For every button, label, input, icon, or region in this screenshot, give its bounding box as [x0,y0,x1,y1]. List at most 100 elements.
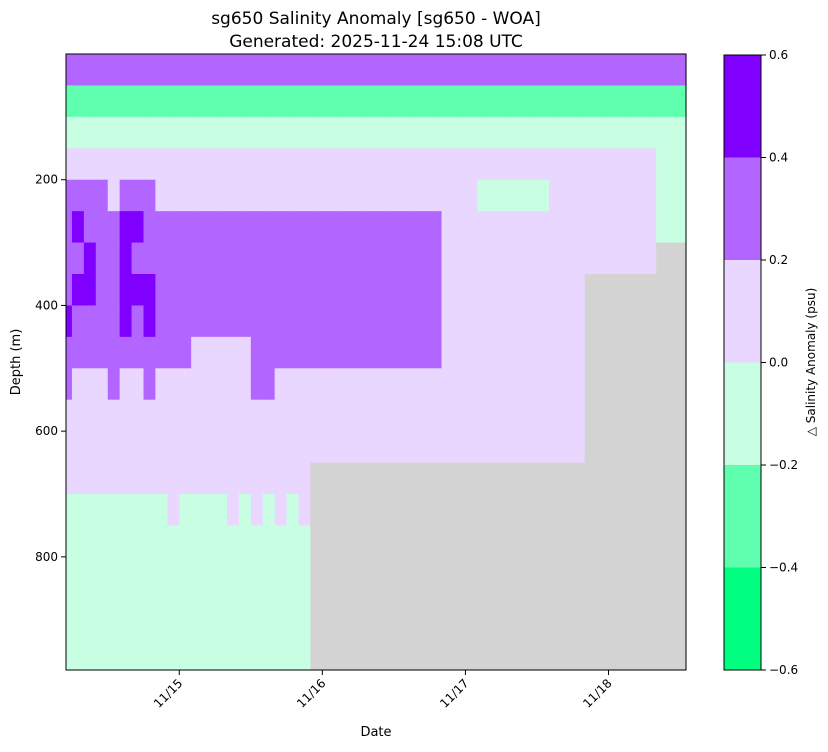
heatmap-cell [370,242,383,275]
heatmap-cell [71,336,85,369]
heatmap-cell [370,179,383,212]
heatmap-cell [83,148,97,181]
heatmap-cell [381,619,395,652]
heatmap-cell [429,336,443,369]
heatmap-cell [238,211,252,244]
heatmap-cell [596,148,610,181]
heatmap-cell [513,431,526,464]
heatmap-cell [489,494,502,527]
heatmap-cell [238,651,252,671]
heatmap-cell [620,179,633,212]
heatmap-cell [250,211,264,244]
heatmap-cell [417,85,431,118]
heatmap-cell [429,651,443,671]
heatmap-cell [501,651,514,671]
heatmap-cell [107,431,121,464]
heatmap-cell [191,179,204,212]
heatmap-cell [572,525,586,558]
heatmap-cell [644,462,657,495]
heatmap-cell [66,462,73,495]
heatmap-cell [226,368,240,401]
heatmap-cell [572,431,586,464]
heatmap-cell [226,148,240,181]
heatmap-cell [489,116,502,149]
heatmap-cell [191,148,204,181]
heatmap-cell [513,179,526,212]
heatmap-cell [477,336,490,369]
heatmap-cell [536,148,550,181]
heatmap-cell [584,399,598,432]
heatmap-cell [465,619,478,652]
heatmap-cell [548,588,562,621]
heatmap-cell [71,399,85,432]
heatmap-cell [560,211,574,244]
heatmap-cell [167,116,180,149]
heatmap-cell [310,211,323,244]
colorbar-swatch [724,362,761,465]
heatmap-cell [155,336,168,369]
heatmap-cell [298,85,312,118]
heatmap-cell [143,651,157,671]
heatmap-cell [274,54,288,87]
heatmap-cell [513,619,526,652]
heatmap-cell [226,494,240,527]
heatmap-cell [107,116,121,149]
heatmap-cell [584,85,598,118]
heatmap-cell [405,336,419,369]
heatmap-cell [465,588,478,621]
heatmap-cell [238,368,252,401]
heatmap-cell [656,242,669,275]
heatmap-cell [298,148,312,181]
heatmap-cell [310,336,323,369]
colorbar-tick-label: −0.4 [769,561,798,575]
heatmap-cell [501,494,514,527]
heatmap-cell [66,274,73,307]
heatmap-cell [393,525,407,558]
heatmap-cell [155,525,168,558]
heatmap-cell [143,525,157,558]
heatmap-cell [393,274,407,307]
heatmap-cell [334,274,347,307]
heatmap-cell [119,54,133,87]
heatmap-cell [107,462,121,495]
heatmap-cell [274,242,288,275]
heatmap-cell [620,619,633,652]
heatmap-cell [215,525,228,558]
heatmap-cell [548,399,562,432]
heatmap-cell [513,116,526,149]
heatmap-cell [644,651,657,671]
heatmap-cell [334,368,347,401]
heatmap-cell [322,525,335,558]
heatmap-cell [668,462,687,495]
heatmap-cell [119,431,133,464]
heatmap-cell [203,494,216,527]
heatmap-cell [656,274,669,307]
heatmap-cell [656,556,669,589]
heatmap-cell [131,242,145,275]
heatmap-cell [346,336,359,369]
heatmap-cell [215,242,228,275]
heatmap-cell [596,368,610,401]
heatmap-cell [286,148,300,181]
heatmap-cell [465,85,478,118]
heatmap-cell [477,619,490,652]
heatmap-cell [513,242,526,275]
heatmap-cell [262,619,276,652]
heatmap-cell [393,85,407,118]
heatmap-cell [274,336,288,369]
heatmap-cell [131,462,145,495]
heatmap-cell [417,242,431,275]
heatmap-cell [393,462,407,495]
heatmap-cell [417,588,431,621]
heatmap-cell [131,619,145,652]
heatmap-cell [644,556,657,589]
heatmap-cell [179,54,192,87]
heatmap-cell [417,651,431,671]
heatmap-cell [238,525,252,558]
heatmap-cell [274,148,288,181]
heatmap-cell [513,525,526,558]
heatmap-cell [83,179,97,212]
heatmap-cell [310,242,323,275]
heatmap-cell [203,399,216,432]
heatmap-cell [322,431,335,464]
